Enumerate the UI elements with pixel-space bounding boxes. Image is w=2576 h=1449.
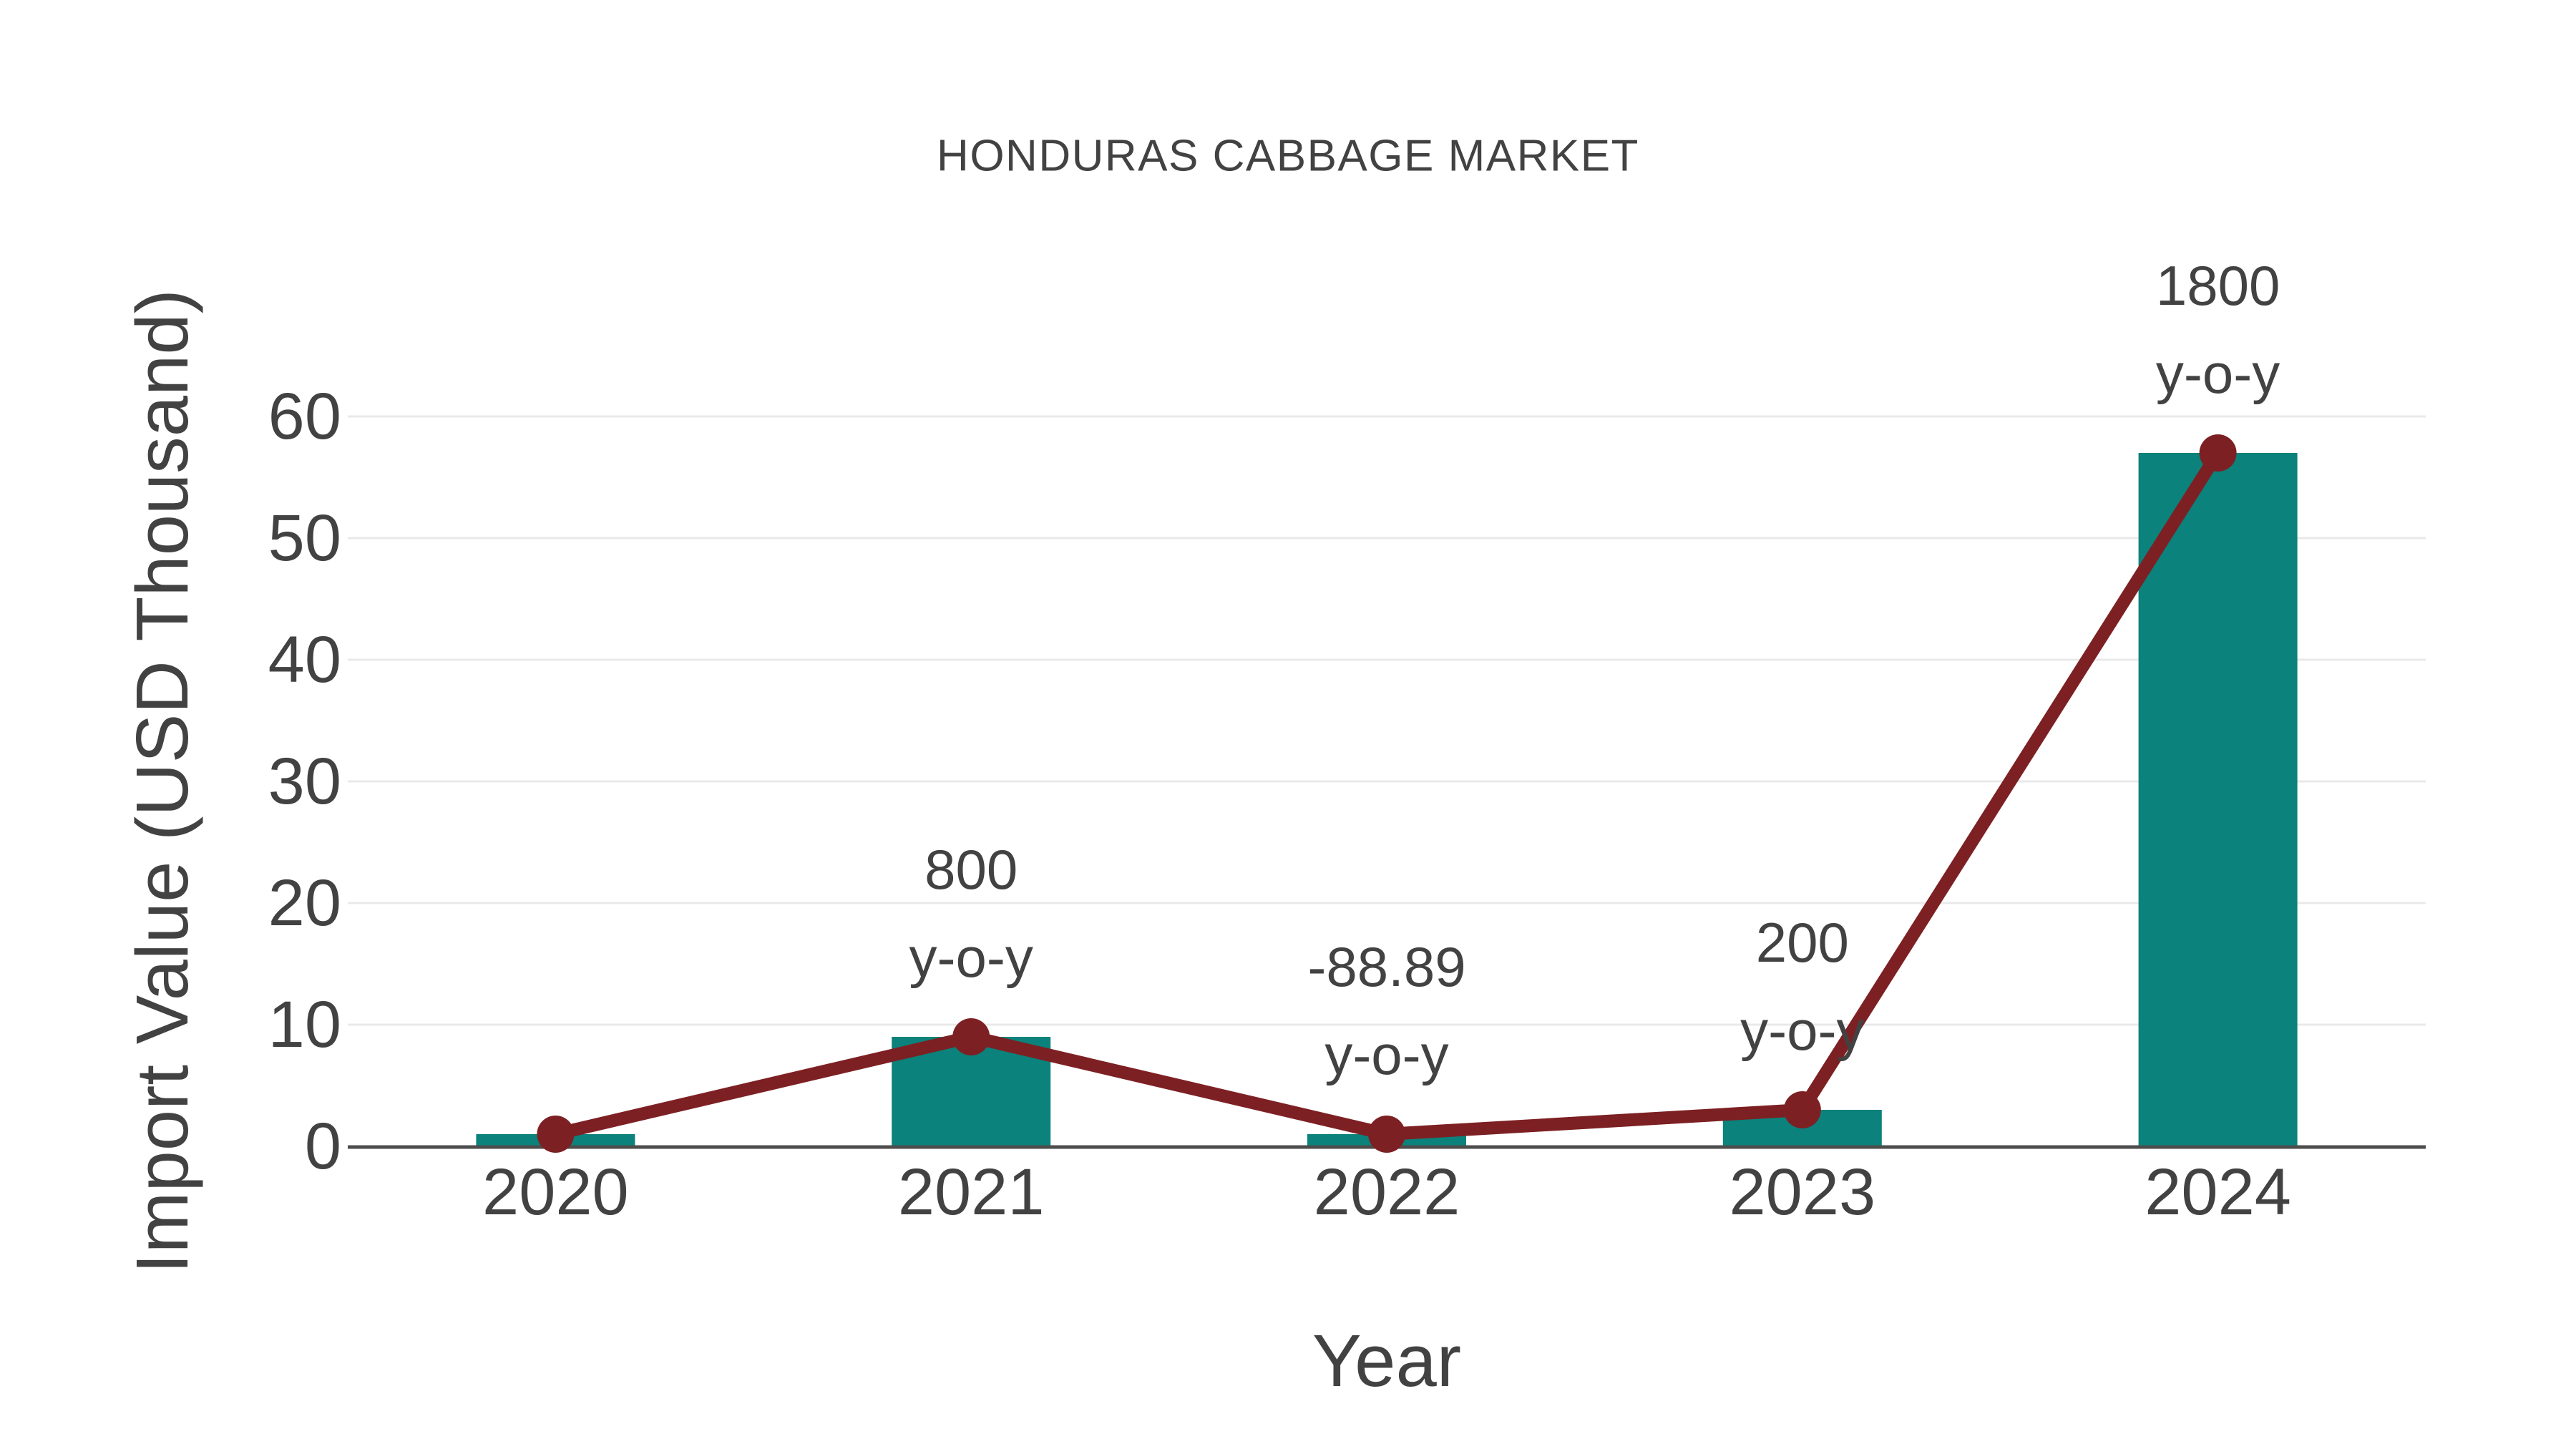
- y-tick-label-60: 60: [268, 380, 341, 453]
- annotation-2022-value: -88.89: [1307, 935, 1466, 998]
- data-point-2023[interactable]: [1783, 1091, 1821, 1128]
- y-tick-label-20: 20: [268, 867, 341, 940]
- x-tick-label-2024: 2024: [2145, 1156, 2291, 1229]
- annotation-2021-label: y-o-y: [909, 926, 1033, 989]
- data-point-2024[interactable]: [2199, 434, 2237, 472]
- bar-2024[interactable]: [2138, 453, 2298, 1147]
- x-tick-label-2022: 2022: [1313, 1156, 1460, 1229]
- x-tick-label-2021: 2021: [897, 1156, 1045, 1229]
- annotation-2022-label: y-o-y: [1324, 1023, 1449, 1086]
- x-tick-label-2020: 2020: [482, 1156, 629, 1229]
- annotation-2023-value: 200: [1755, 911, 1849, 974]
- annotation-2023-label: y-o-y: [1740, 999, 1865, 1062]
- y-tick-label-10: 10: [268, 988, 341, 1061]
- data-point-2021[interactable]: [952, 1018, 990, 1055]
- y-tick-label-40: 40: [268, 623, 341, 696]
- y-tick-label-50: 50: [268, 502, 341, 575]
- x-tick-label-2023: 2023: [1729, 1156, 1876, 1229]
- y-axis-title: Import Value (USD Thousand): [121, 289, 203, 1274]
- annotation-2024-value: 1800: [2155, 254, 2280, 317]
- data-point-2022[interactable]: [1368, 1116, 1405, 1153]
- y-tick-label-0: 0: [304, 1110, 341, 1183]
- data-point-2020[interactable]: [537, 1116, 575, 1153]
- annotation-2024-label: y-o-y: [2155, 342, 2280, 405]
- y-tick-label-30: 30: [268, 745, 341, 818]
- annotation-2021-value: 800: [924, 838, 1018, 901]
- x-axis-title: Year: [1312, 1319, 1462, 1402]
- chart-title: HONDURAS CABBAGE MARKET: [937, 131, 1639, 181]
